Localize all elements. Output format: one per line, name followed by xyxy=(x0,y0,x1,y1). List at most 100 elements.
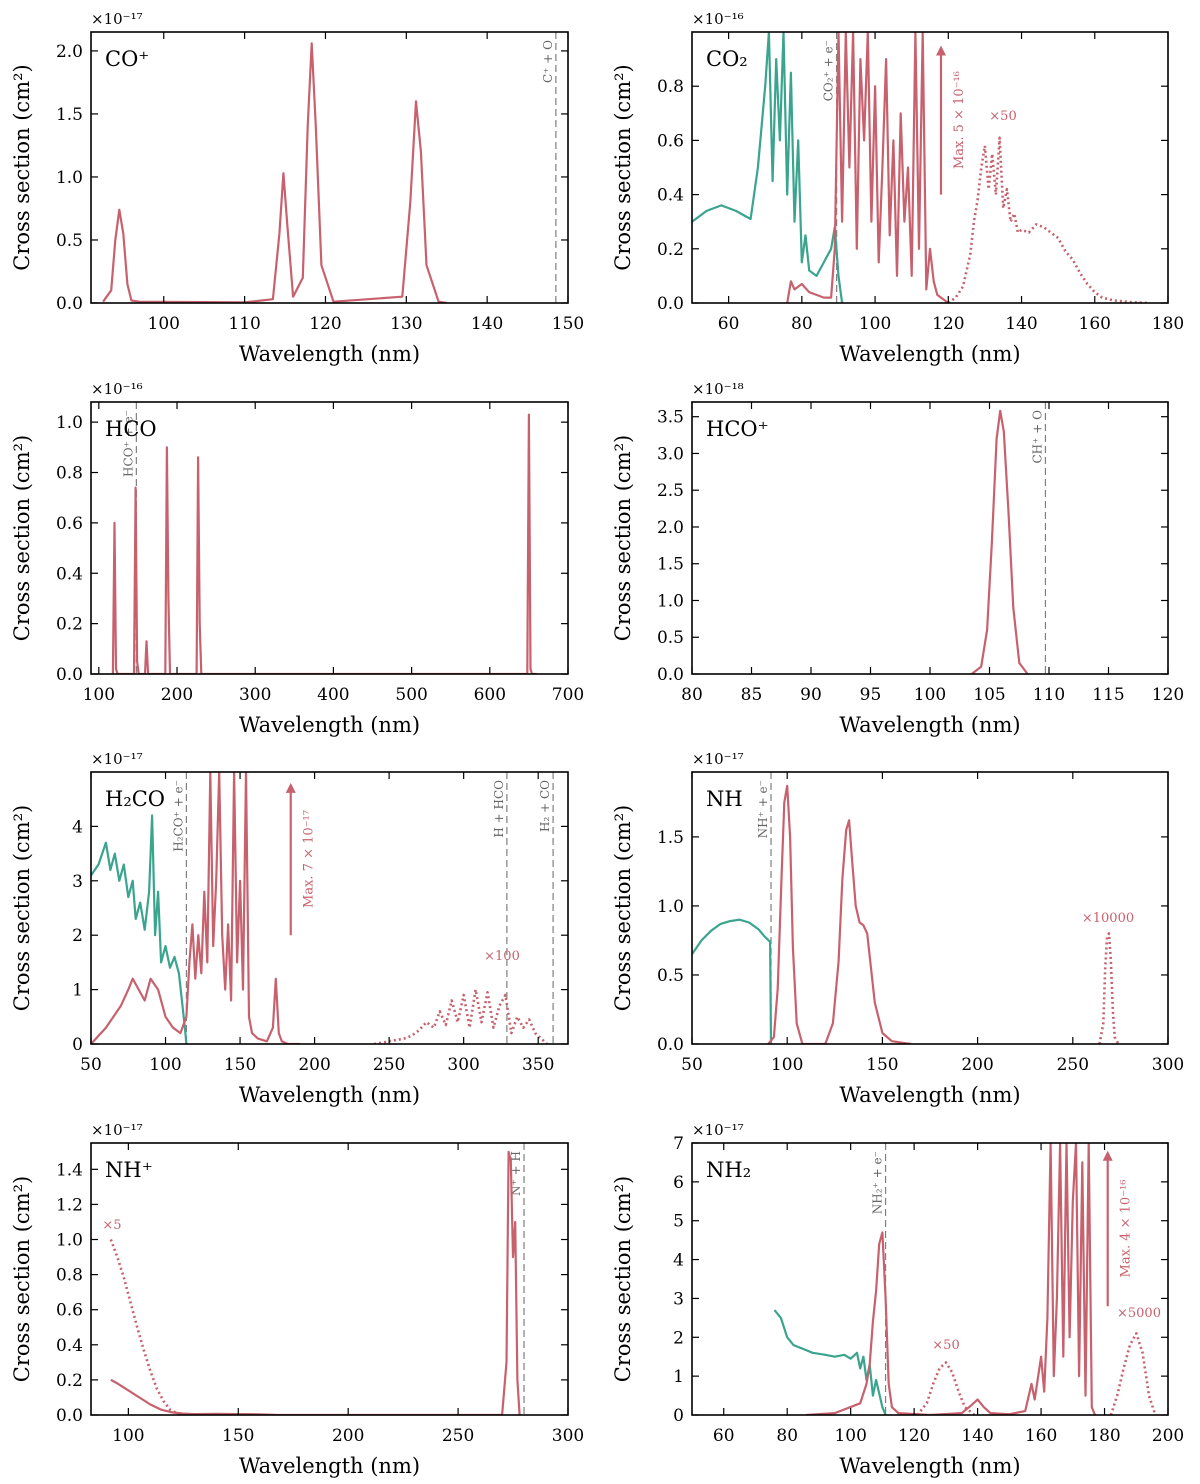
x-tick-label: 200 xyxy=(332,1426,364,1446)
x-tick-label: 115 xyxy=(1092,685,1124,705)
x-tick-label: 100 xyxy=(859,314,891,334)
x-tick-label: 80 xyxy=(791,314,813,334)
y-tick-label: 1.5 xyxy=(657,555,684,575)
y-tick-label: 2.0 xyxy=(56,42,83,62)
panel-hco-plus: CH⁺ + O 80 85 90 95 100 105 110 115 120 0.0 0.5 1.0 1… xyxy=(611,380,1184,737)
x-axis-label: Wavelength (nm) xyxy=(839,1083,1020,1107)
y-tick-label: 0 xyxy=(72,1035,83,1055)
plot-frame xyxy=(90,1142,569,1416)
y-tick-label: 0.8 xyxy=(657,77,684,97)
x-tick-label: 100 xyxy=(834,1426,866,1446)
y-tick-label: 0.0 xyxy=(657,665,684,685)
y-tick-label: 1.5 xyxy=(657,828,684,848)
multiplier-label: ×50 xyxy=(989,109,1016,124)
y-axis-label: Cross section (cm²) xyxy=(10,435,34,641)
y-tick-label: 1 xyxy=(72,981,83,1001)
x-tick-label: 110 xyxy=(228,314,260,334)
y-tick-label: 3 xyxy=(673,1289,684,1309)
x-tick-label: 140 xyxy=(471,314,503,334)
y-tick-label: 3.5 xyxy=(657,408,684,428)
y-exponent: ×10⁻¹⁶ xyxy=(91,380,143,398)
x-tick-label: 85 xyxy=(741,685,763,705)
y-tick-label: 1.4 xyxy=(56,1160,83,1180)
y-tick-label: 2 xyxy=(673,1328,684,1348)
y-tick-label: 0.2 xyxy=(657,240,684,260)
y-tick-label: 0.6 xyxy=(657,131,684,151)
y-tick-label: 1.0 xyxy=(56,413,83,433)
series-photoionisation xyxy=(91,814,188,1044)
x-tick-label: 250 xyxy=(1057,1055,1089,1075)
y-tick-label: 1.0 xyxy=(56,1231,83,1251)
y-tick-label: 0.8 xyxy=(56,1266,83,1286)
y-tick-label: 0.6 xyxy=(56,514,83,534)
x-tick-label: 95 xyxy=(860,685,882,705)
threshold-label: CO₂⁺ + e⁻ xyxy=(822,40,836,101)
panel-hco: HCO⁺ + e⁻ 100 200 300 400 500 600 700 0.0 0.2 0.4 0… xyxy=(10,380,584,737)
x-tick-label: 300 xyxy=(552,1426,584,1446)
y-tick-label: 4 xyxy=(72,817,83,837)
y-tick-label: 3 xyxy=(72,872,83,892)
series-photodissociation xyxy=(110,1150,521,1415)
species-label: CO₂ xyxy=(706,47,748,71)
max-arrow-label: Max. 7 × 10⁻¹⁷ xyxy=(302,810,317,908)
y-tick-label: 0.0 xyxy=(56,665,83,685)
y-tick-label: 1.0 xyxy=(657,897,684,917)
multiplier-label: ×100 xyxy=(484,949,520,964)
y-tick-label: 5 xyxy=(673,1212,684,1232)
x-tick-label: 200 xyxy=(161,685,193,705)
max-arrow-head xyxy=(935,45,946,56)
x-tick-label: 50 xyxy=(681,1055,703,1075)
threshold-label: HCO⁺ + e⁻ xyxy=(121,410,135,477)
y-tick-label: 6 xyxy=(673,1173,684,1193)
x-tick-label: 600 xyxy=(474,685,506,705)
x-tick-label: 120 xyxy=(309,314,341,334)
y-tick-label: 0.5 xyxy=(657,628,684,648)
x-tick-label: 200 xyxy=(961,1055,993,1075)
x-tick-label: 80 xyxy=(776,1426,798,1446)
multiplier-label: ×50 xyxy=(932,1338,959,1353)
y-tick-label: 1 xyxy=(673,1367,684,1387)
y-axis-label: Cross section (cm²) xyxy=(611,805,635,1011)
y-tick-label: 0.4 xyxy=(56,564,83,584)
y-tick-label: 0.8 xyxy=(56,464,83,484)
panel-co2: CO₂⁺ + e⁻ ×50 Max. 5 × 10⁻¹⁶ 60 80 100 120 140 1… xyxy=(611,10,1184,366)
max-arrow-head xyxy=(1102,1150,1113,1161)
panel-co-plus: C⁺ + O 100 110 120 130 140 150 0.0 0.5 1.0 1.5 2.0 ×… xyxy=(10,10,584,366)
x-axis-label: Wavelength (nm) xyxy=(239,342,420,366)
plot-frame xyxy=(691,401,1169,675)
x-tick-label: 120 xyxy=(932,314,964,334)
panel-nh: NH⁺ + e⁻ ×10000 50 100 150 200 250 300 0.0 0.5 1.0… xyxy=(611,750,1184,1107)
series-photodissociation-x50 xyxy=(947,136,1150,303)
x-tick-label: 100 xyxy=(148,314,180,334)
y-tick-label: 4 xyxy=(673,1251,684,1271)
species-label: H₂CO xyxy=(105,787,165,811)
x-tick-label: 350 xyxy=(522,1055,554,1075)
species-label: CO⁺ xyxy=(105,47,149,71)
y-tick-label: 2.5 xyxy=(657,481,684,501)
x-tick-label: 50 xyxy=(80,1055,102,1075)
x-tick-label: 140 xyxy=(1005,314,1037,334)
plot-frame xyxy=(90,401,569,675)
series-photodissociation xyxy=(806,1143,1097,1415)
y-tick-label: 0.0 xyxy=(56,1406,83,1426)
x-axis-label: Wavelength (nm) xyxy=(839,1454,1020,1478)
y-axis-label: Cross section (cm²) xyxy=(611,435,635,641)
y-tick-label: 0.2 xyxy=(56,615,83,635)
y-tick-label: 3.0 xyxy=(657,444,684,464)
x-tick-label: 90 xyxy=(800,685,822,705)
x-tick-label: 160 xyxy=(1025,1426,1057,1446)
x-tick-label: 150 xyxy=(222,1426,254,1446)
y-tick-label: 0.2 xyxy=(56,1371,83,1391)
y-exponent: ×10⁻¹⁷ xyxy=(91,1121,143,1139)
series-photodissociation-x100 xyxy=(373,988,548,1044)
y-tick-label: 1.2 xyxy=(56,1195,83,1215)
y-axis-label: Cross section (cm²) xyxy=(10,64,34,270)
series-photoionisation xyxy=(773,1309,887,1415)
x-tick-label: 250 xyxy=(442,1426,474,1446)
y-exponent: ×10⁻¹⁷ xyxy=(692,750,744,768)
y-tick-label: 1.0 xyxy=(657,591,684,611)
threshold-label: H + HCO xyxy=(492,780,506,838)
y-tick-label: 2.0 xyxy=(657,518,684,538)
